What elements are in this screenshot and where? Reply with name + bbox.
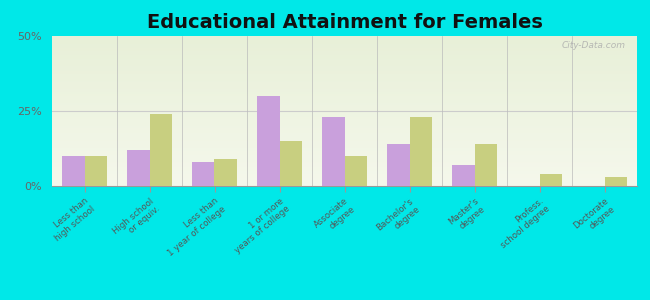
Bar [344, 156, 367, 186]
Bar [257, 96, 280, 186]
Bar [387, 144, 410, 186]
Text: City-Data.com: City-Data.com [562, 40, 625, 50]
Title: Educational Attainment for Females: Educational Attainment for Females [146, 13, 543, 32]
Bar [322, 117, 344, 186]
Bar [62, 156, 84, 186]
Bar [127, 150, 150, 186]
Bar [474, 144, 497, 186]
Bar [214, 159, 237, 186]
Bar [604, 177, 627, 186]
Bar [452, 165, 474, 186]
Bar [150, 114, 172, 186]
Bar [410, 117, 432, 186]
Bar [84, 156, 107, 186]
Bar [540, 174, 562, 186]
Bar [280, 141, 302, 186]
Bar [192, 162, 215, 186]
